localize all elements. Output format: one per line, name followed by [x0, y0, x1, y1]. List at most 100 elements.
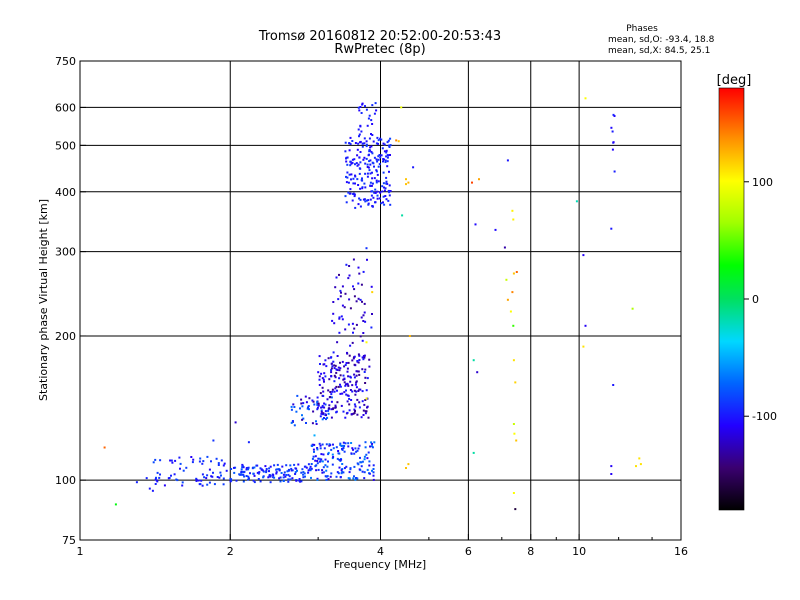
data-point — [347, 442, 350, 445]
data-point — [584, 97, 587, 100]
data-point — [257, 478, 260, 480]
data-point — [371, 152, 374, 155]
data-point — [305, 401, 308, 404]
data-point — [478, 178, 480, 181]
data-point — [355, 370, 358, 373]
data-point — [230, 468, 233, 470]
data-point — [612, 141, 615, 144]
data-point — [275, 468, 278, 471]
data-point — [380, 154, 383, 157]
data-point — [311, 457, 314, 460]
data-point — [350, 442, 353, 444]
data-point — [372, 140, 375, 143]
data-point — [319, 447, 322, 450]
data-point — [352, 357, 355, 360]
data-point — [330, 393, 333, 396]
data-point — [368, 150, 371, 153]
data-point — [336, 369, 339, 371]
x-axis-label: Frequency [MHz] — [334, 558, 426, 571]
data-point — [287, 480, 290, 483]
data-point — [353, 158, 356, 161]
data-point — [259, 480, 262, 483]
data-point — [240, 468, 243, 471]
data-point — [354, 163, 356, 166]
data-point — [313, 403, 316, 406]
data-point — [361, 470, 364, 473]
data-point — [315, 464, 318, 467]
data-point — [366, 124, 369, 127]
colorbar-tick-label: -100 — [752, 410, 777, 423]
data-point — [319, 444, 322, 447]
data-point — [249, 472, 251, 475]
data-point — [294, 473, 297, 475]
data-point — [343, 378, 346, 381]
data-point — [383, 143, 386, 146]
data-point — [354, 447, 357, 450]
data-point — [361, 102, 364, 105]
data-point — [333, 390, 336, 393]
data-point — [357, 370, 360, 373]
data-point — [341, 463, 344, 465]
data-point — [325, 469, 328, 472]
data-point — [363, 455, 366, 458]
data-point — [358, 373, 361, 376]
data-point — [515, 271, 518, 273]
data-point — [372, 464, 375, 467]
data-point — [276, 463, 279, 466]
data-point — [374, 201, 377, 204]
data-point — [333, 364, 336, 367]
data-point — [346, 400, 349, 403]
data-point — [302, 417, 305, 420]
data-point — [368, 365, 371, 368]
data-point — [370, 133, 372, 135]
data-point — [316, 406, 319, 409]
data-point — [344, 328, 347, 331]
data-point — [351, 384, 354, 387]
data-point — [371, 445, 373, 448]
data-point — [229, 480, 232, 483]
data-point — [278, 469, 281, 472]
data-point — [364, 412, 367, 415]
data-point — [305, 422, 307, 424]
data-point — [159, 473, 161, 476]
data-point — [397, 140, 400, 143]
data-point — [304, 475, 306, 478]
data-point — [308, 467, 311, 470]
data-point — [342, 447, 345, 449]
data-point — [293, 406, 296, 408]
data-point — [354, 410, 356, 412]
data-point — [338, 331, 341, 334]
data-point — [285, 464, 288, 467]
data-point — [584, 324, 587, 327]
data-point — [351, 158, 354, 161]
data-point — [359, 161, 362, 164]
data-point — [216, 476, 219, 478]
data-point — [383, 203, 386, 206]
data-point — [325, 365, 328, 368]
data-point — [330, 400, 333, 403]
data-point — [296, 394, 299, 397]
data-point — [356, 370, 359, 373]
data-point — [329, 475, 332, 478]
data-point — [376, 194, 379, 197]
data-point — [324, 410, 327, 413]
data-point — [327, 389, 330, 392]
data-point — [201, 484, 204, 487]
data-point — [348, 298, 351, 301]
data-point — [325, 418, 327, 421]
data-point — [357, 353, 360, 356]
data-point — [352, 448, 354, 451]
data-point — [155, 476, 157, 479]
data-point — [211, 475, 214, 478]
data-point — [358, 359, 361, 361]
data-point — [355, 386, 358, 389]
data-point — [316, 447, 319, 449]
data-point — [363, 371, 366, 373]
data-point — [347, 445, 350, 448]
data-point — [353, 288, 356, 291]
data-point — [344, 384, 347, 387]
data-point — [320, 458, 323, 461]
data-point — [195, 478, 198, 481]
data-point — [353, 327, 356, 330]
data-point — [282, 480, 285, 482]
